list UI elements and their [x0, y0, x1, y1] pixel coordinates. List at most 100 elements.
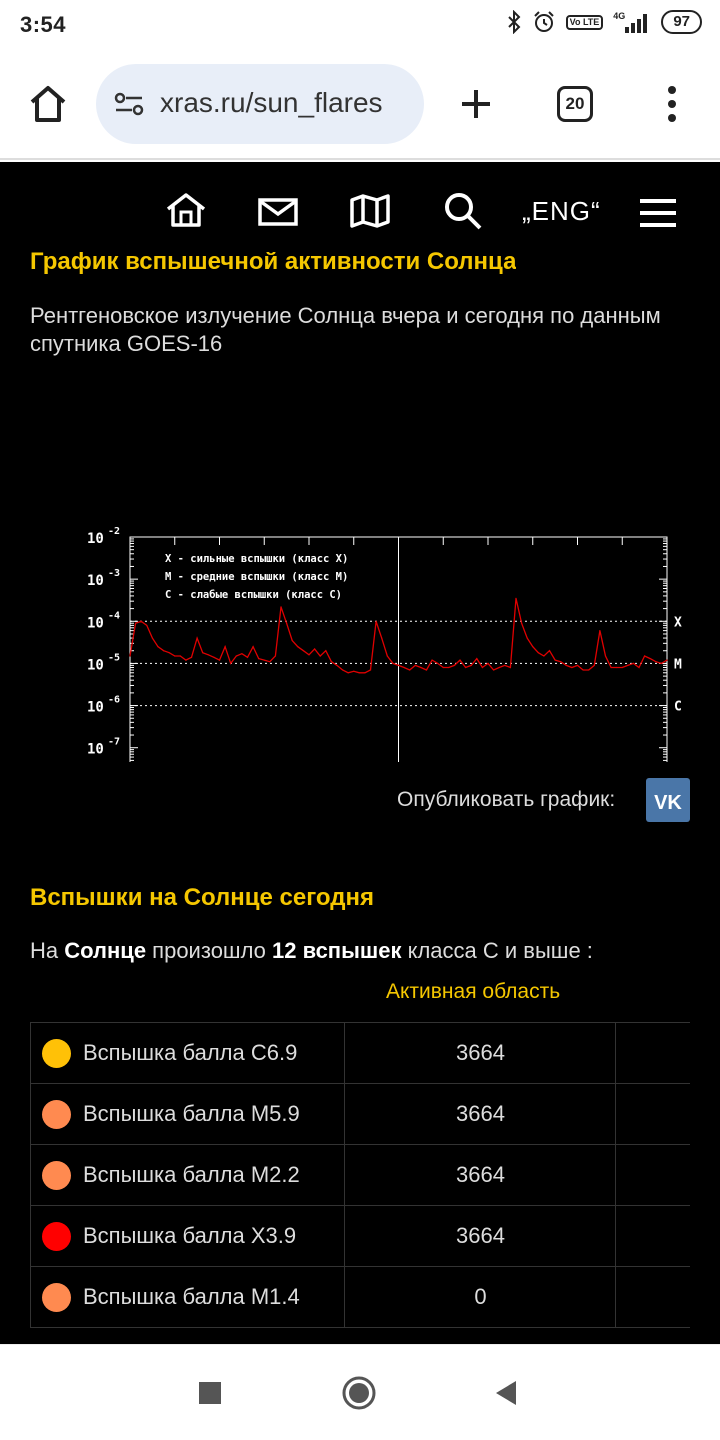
y-tick-label-exp: -7: [108, 737, 120, 748]
hamburger-menu-icon[interactable]: [638, 198, 678, 228]
alarm-icon: [532, 10, 556, 34]
flare-region: 3664: [346, 1023, 616, 1083]
back-button[interactable]: [494, 1380, 518, 1406]
xray-flux-point: [548, 650, 551, 652]
xray-flux-point: [593, 664, 595, 666]
xray-flux-point: [437, 662, 439, 665]
xray-flux-point: [364, 672, 366, 674]
y-tick-label-exp: -6: [108, 695, 120, 706]
xray-flux-point: [157, 646, 159, 648]
web-page: „ENG“ График вспышечной активности Солнц…: [0, 162, 720, 1344]
y-tick-label-exp: -3: [108, 568, 120, 579]
flare-row[interactable]: Вспышка балла M5.9 3664: [30, 1084, 690, 1145]
search-icon[interactable]: [444, 192, 482, 230]
xray-flux-point: [487, 662, 489, 665]
vk-share-button[interactable]: VK: [646, 778, 690, 822]
flare-row[interactable]: Вспышка балла M1.4 0: [30, 1267, 690, 1328]
plus-icon: [462, 90, 490, 118]
xray-flux-point: [330, 661, 332, 663]
xray-flux-point: [532, 646, 534, 648]
xray-flux-point: [358, 672, 360, 674]
xray-flux-point: [190, 656, 193, 658]
xray-flux-point: [442, 666, 444, 669]
browser-home-button[interactable]: [26, 82, 70, 126]
language-switch[interactable]: „ENG“: [522, 196, 601, 226]
flare-row[interactable]: Вспышка балла C6.9 3664: [30, 1023, 690, 1084]
xray-flux-point: [431, 659, 433, 661]
recents-button[interactable]: [198, 1381, 222, 1405]
site-settings-icon[interactable]: [114, 90, 144, 118]
xray-flux-point: [230, 662, 232, 665]
xray-flux-chart: 10-210-310-410-510-610-710-810-9XMCВт/м …: [87, 526, 682, 762]
xray-flux-point: [560, 661, 562, 663]
class-label: X: [674, 615, 682, 630]
xray-flux-point: [269, 661, 271, 663]
xray-flux-point: [565, 664, 567, 666]
browser-menu-button[interactable]: [660, 84, 684, 124]
xray-flux-point: [140, 620, 142, 622]
y-tick-label-exp: -5: [108, 652, 120, 663]
xray-flux-point: [179, 655, 181, 657]
summary-count: 12 вспышек: [272, 938, 402, 963]
xray-flux-point: [459, 659, 461, 661]
address-bar[interactable]: xras.ru/sun_flares: [96, 64, 424, 144]
xray-flux-point: [537, 652, 539, 654]
y-tick-label-base: 10: [87, 700, 104, 716]
xray-flux-point: [174, 655, 176, 657]
xray-flux-point: [319, 655, 321, 657]
xray-flux-point: [207, 654, 209, 656]
y-tick-label-base: 10: [87, 657, 104, 673]
xray-flux-point: [274, 655, 277, 657]
url-text[interactable]: xras.ru/sun_flares: [160, 87, 383, 118]
xray-flux-point: [481, 666, 484, 669]
xray-flux-point: [504, 664, 506, 666]
new-tab-button[interactable]: [458, 82, 494, 126]
xray-flux-point: [465, 666, 467, 669]
xray-flux-point: [571, 666, 573, 669]
map-icon[interactable]: [350, 194, 390, 228]
chart-subtitle: Рентгеновское излучение Солнца вчера и с…: [30, 303, 661, 356]
y-tick-label-base: 10: [87, 615, 104, 631]
xray-flux-point: [291, 639, 293, 642]
system-nav-bar: [0, 1344, 720, 1440]
flare-class-dot-icon: [42, 1039, 71, 1068]
flare-row[interactable]: Вспышка балла M2.2 3664: [30, 1145, 690, 1206]
xray-flux-point: [403, 666, 405, 669]
flare-region: 3664: [346, 1206, 616, 1266]
site-home-icon[interactable]: [165, 192, 207, 228]
xray-flux-point: [286, 622, 288, 624]
xray-flux-point: [353, 670, 355, 672]
xray-flux-point: [655, 661, 657, 663]
signal-icon: 4G: [613, 11, 651, 33]
flare-name-cell: Вспышка балла M2.2: [31, 1145, 345, 1205]
xray-flux-point: [470, 664, 472, 666]
class-label: C: [674, 700, 682, 715]
home-button[interactable]: [341, 1375, 377, 1411]
share-row: Опубликовать график: VK: [0, 778, 720, 824]
flare-name: Вспышка балла M2.2: [83, 1162, 300, 1187]
summary-prefix: На: [30, 938, 65, 963]
flare-class-dot-icon: [42, 1222, 71, 1251]
xray-flux-point: [509, 666, 511, 669]
flare-name-cell: Вспышка балла C6.9: [31, 1023, 345, 1083]
xray-flux-point: [347, 672, 349, 674]
xray-flux-point: [224, 646, 226, 648]
browser-toolbar: xras.ru/sun_flares 20: [0, 52, 720, 160]
xray-flux-point: [241, 653, 243, 655]
xray-flux-point: [185, 659, 187, 661]
xray-flux-point: [196, 637, 198, 639]
flare-row[interactable]: Вспышка балла X3.9 3664: [30, 1206, 690, 1267]
xray-flux-point: [420, 666, 422, 669]
y-tick-label-base: 10: [87, 531, 104, 547]
tab-switcher-button[interactable]: 20: [557, 86, 593, 122]
flare-class-dot-icon: [42, 1100, 71, 1129]
xray-flux-point: [644, 655, 646, 657]
summary-middle: произошло: [146, 938, 273, 963]
legend-entry: X - сильные вспышки (класс X): [165, 553, 348, 565]
xray-flux-point: [666, 659, 668, 661]
xray-flux-point: [397, 664, 400, 666]
xray-flux-point: [151, 637, 153, 639]
summary-suffix: класса C и выше :: [401, 938, 593, 963]
mail-icon[interactable]: [258, 198, 298, 226]
volte-icon: Vo LTE: [565, 14, 604, 30]
